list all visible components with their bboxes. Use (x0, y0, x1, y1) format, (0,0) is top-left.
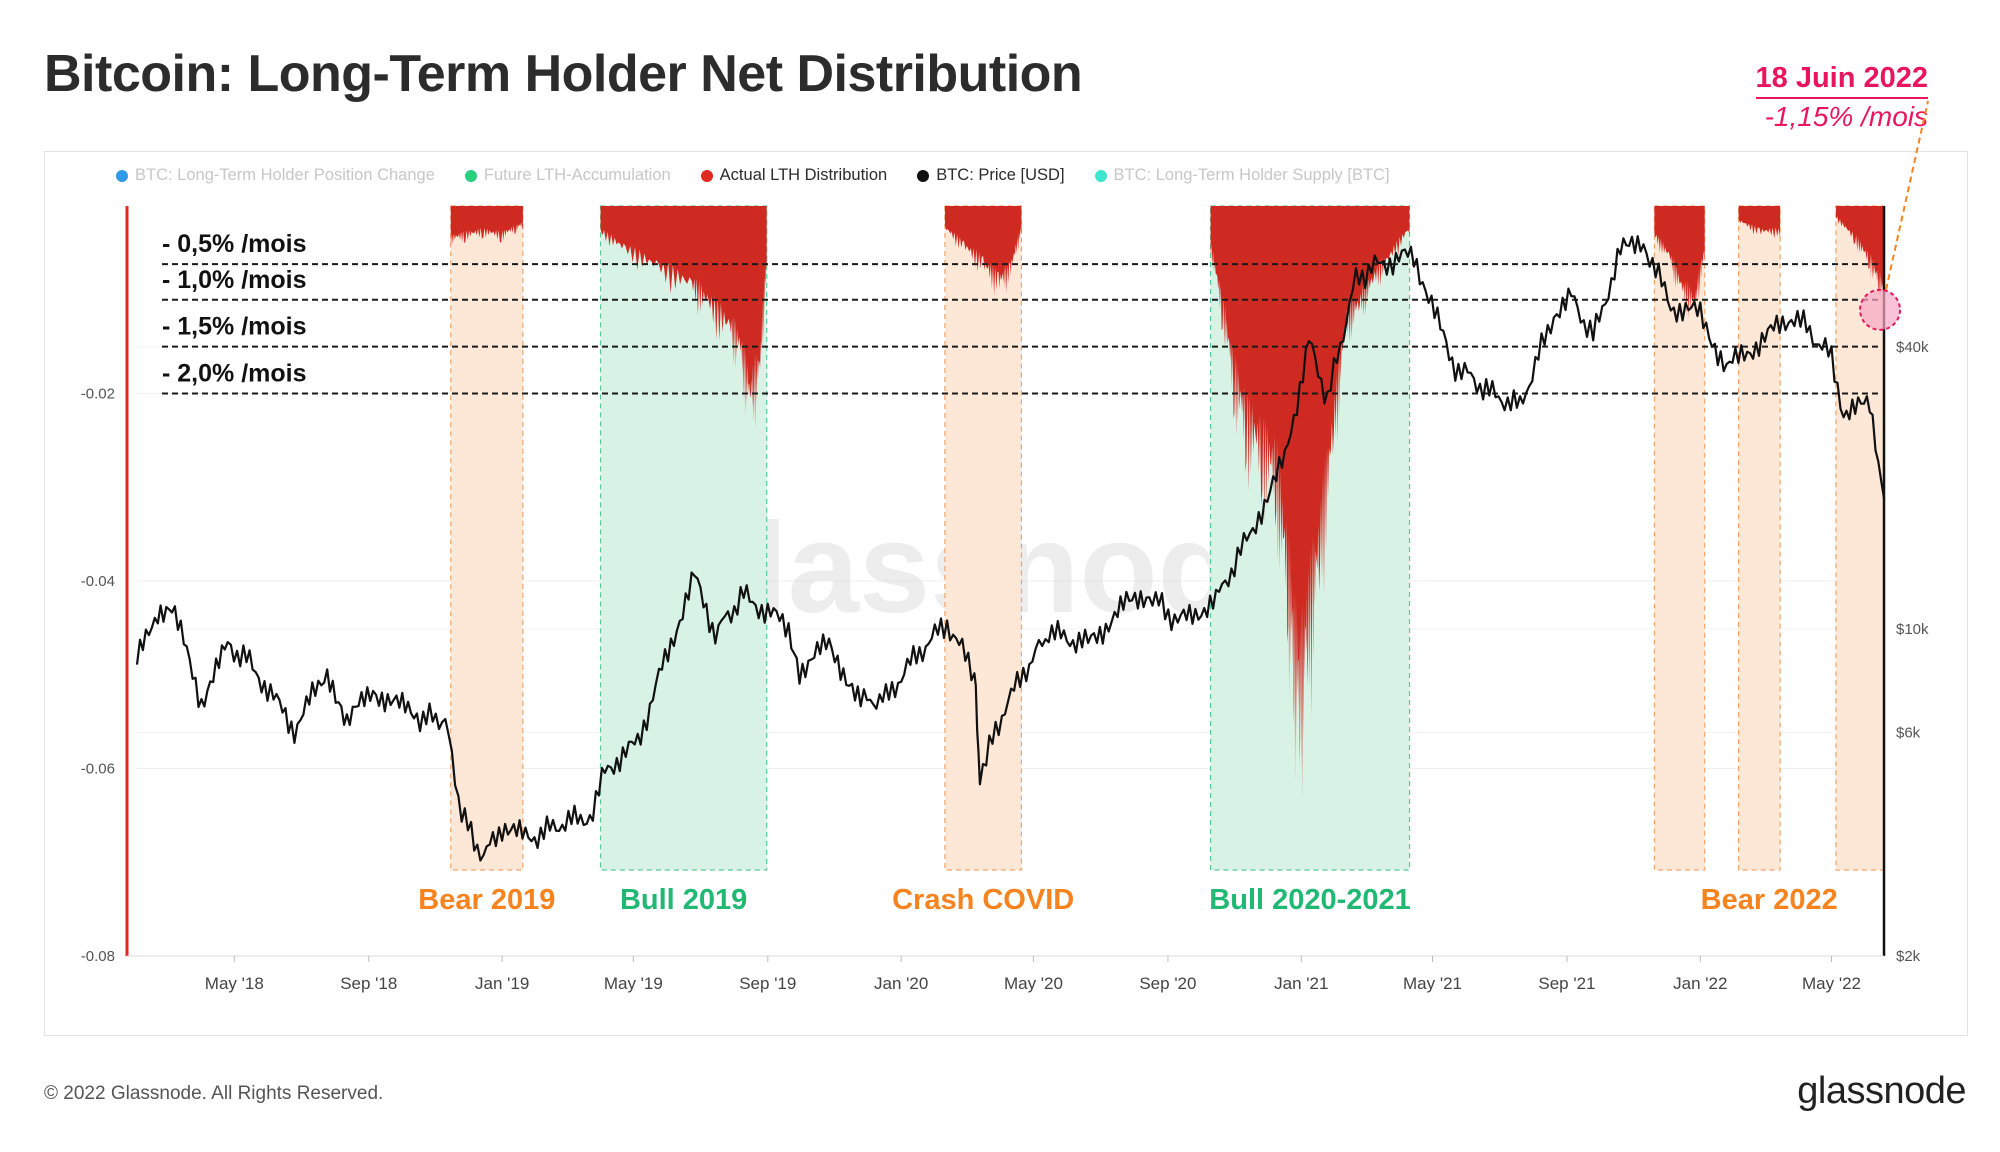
region-bear (450, 205, 524, 871)
region-label: Bull 2020-2021 (1209, 884, 1411, 916)
threshold-label: - 1,0% /mois (162, 266, 307, 294)
x-tick-label: May '18 (205, 974, 264, 993)
footer-copyright: © 2022 Glassnode. All Rights Reserved. (44, 1083, 384, 1104)
x-tick-label: Jan '20 (874, 974, 928, 993)
legend-dot-icon (700, 169, 713, 182)
x-tick-label: May '22 (1802, 974, 1861, 993)
x-tick-label: Jan '21 (1274, 974, 1328, 993)
distribution-area (600, 206, 767, 430)
legend-dot-icon (1094, 169, 1107, 182)
y-left-tick-label: -0.04 (81, 573, 115, 590)
x-tick-label: Sep '19 (739, 974, 796, 993)
y-right-tick-label: $6k (1896, 725, 1921, 742)
x-tick-label: Sep '21 (1538, 974, 1595, 993)
x-tick-label: Sep '20 (1139, 974, 1196, 993)
legend-label: BTC: Long-Term Holder Position Change (135, 166, 435, 184)
legend-item-price[interactable]: BTC: Price [USD] (917, 166, 1065, 185)
distribution-area (450, 206, 523, 249)
legend-dot-icon (116, 169, 128, 182)
annotation-date: 18 Juin 2022 (1755, 62, 1928, 99)
chart-legend: BTC: Long-Term Holder Position Change Fu… (116, 166, 1390, 185)
region-label: Bear 2019 (418, 884, 555, 916)
price-line (135, 235, 1886, 862)
legend-dot-icon (464, 169, 477, 182)
legend-item-position-change[interactable]: BTC: Long-Term Holder Position Change (116, 166, 435, 185)
highlight-marker (1859, 288, 1901, 331)
legend-label: Future LTH-Accumulation (483, 166, 671, 184)
x-tick-label: May '21 (1403, 974, 1462, 993)
y-left-tick-label: -0.02 (81, 386, 115, 403)
y-right-tick-label: $40k (1896, 339, 1929, 356)
threshold-label: - 1,5% /mois (162, 313, 307, 341)
y-left-tick-label: -0.06 (81, 761, 115, 778)
region-bear (944, 205, 1023, 871)
annotation-rate: -1,15% /mois (1764, 101, 1928, 132)
annotation-leader (1885, 100, 1929, 291)
distribution-area (1835, 206, 1884, 314)
distribution-area (1210, 206, 1410, 805)
x-tick-label: May '20 (1004, 974, 1063, 993)
region-label: Crash COVID (892, 884, 1074, 916)
y-left-tick-label: -0.08 (81, 948, 115, 965)
region-bear (1653, 205, 1706, 871)
x-tick-label: May '19 (604, 974, 663, 993)
legend-label: Actual LTH Distribution (719, 166, 888, 184)
distribution-area (1738, 206, 1781, 239)
region-label: Bear 2022 (1701, 884, 1838, 916)
legend-dot-icon (917, 169, 930, 182)
legend-label: BTC: Price [USD] (936, 166, 1065, 184)
y-right-tick-label: $2k (1896, 948, 1921, 965)
x-tick-label: Jan '19 (475, 974, 529, 993)
annotation-callout: 18 Juin 2022 -1,15% /mois (1755, 62, 1928, 133)
legend-item-future-accumulation[interactable]: Future LTH-Accumulation (464, 166, 671, 185)
y-right-tick-label: $10k (1896, 621, 1929, 638)
distribution-area (944, 206, 1022, 296)
threshold-label: - 2,0% /mois (162, 360, 307, 388)
distribution-area (1654, 206, 1705, 319)
legend-item-lth-supply[interactable]: BTC: Long-Term Holder Supply [BTC] (1094, 166, 1390, 185)
x-tick-label: Sep '18 (340, 974, 397, 993)
region-label: Bull 2019 (620, 884, 747, 916)
footer-logo: glassnode (1797, 1070, 1966, 1112)
region-bear (1737, 205, 1781, 871)
legend-item-actual-distribution[interactable]: Actual LTH Distribution (700, 166, 888, 185)
x-tick-label: Jan '22 (1673, 974, 1727, 993)
chart-title: Bitcoin: Long-Term Holder Net Distributi… (44, 45, 1083, 103)
legend-label: BTC: Long-Term Holder Supply [BTC] (1113, 166, 1390, 184)
chart-frame (44, 151, 1968, 1036)
threshold-label: - 0,5% /mois (162, 230, 307, 258)
